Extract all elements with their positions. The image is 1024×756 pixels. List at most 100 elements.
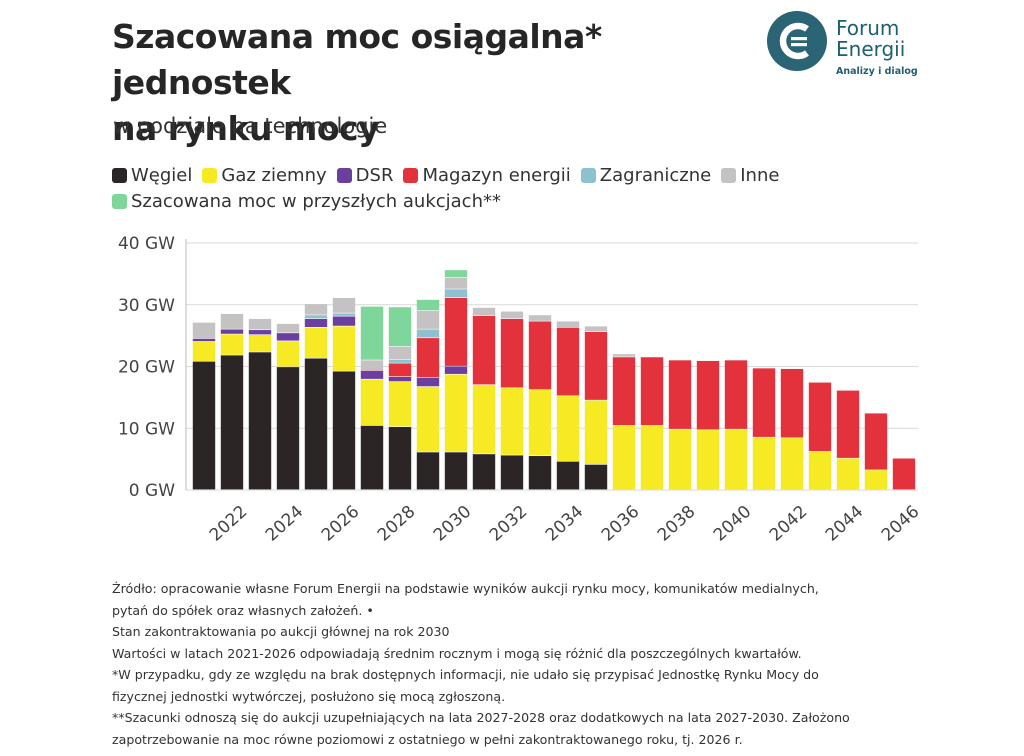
bar-segment-2026-4 bbox=[332, 313, 356, 316]
chart-title-line-1: Szacowana moc osiągalna* jednostek bbox=[112, 17, 602, 102]
bar-segment-2038-1 bbox=[668, 429, 692, 490]
bar-segment-2021-2 bbox=[192, 338, 216, 342]
bar-stack-2045 bbox=[864, 413, 888, 490]
bar-segment-2046-3 bbox=[892, 458, 916, 490]
bar-stack-2046 bbox=[892, 458, 916, 490]
bar-segment-2027-0 bbox=[360, 425, 384, 490]
legend-row-1: Węgiel Gaz ziemny DSR Magazyn energii Za… bbox=[112, 162, 832, 188]
bar-stack-2035 bbox=[584, 326, 608, 490]
bar-segment-2028-4 bbox=[388, 359, 412, 363]
bar-segment-2041-1 bbox=[752, 437, 776, 490]
x-tick-label: 2034 bbox=[542, 502, 588, 546]
bar-segment-2034-1 bbox=[556, 396, 580, 461]
legend-item-magazyn-energii: Magazyn energii bbox=[403, 165, 571, 186]
note-source-line-2: pytań do spółek oraz własnych założeń. • bbox=[112, 602, 374, 618]
chart-subtitle: w podziale na technologie bbox=[113, 114, 388, 138]
bar-segment-2025-1 bbox=[304, 327, 328, 358]
bar-segment-2029-4 bbox=[416, 329, 440, 338]
bar-stack-2024 bbox=[276, 323, 300, 490]
bar-segment-2040-1 bbox=[724, 429, 748, 490]
bar-segment-2023-0 bbox=[248, 352, 272, 490]
bar-segment-2022-0 bbox=[220, 355, 244, 490]
legend-row-2: Szacowana moc w przyszłych aukcjach** bbox=[112, 188, 832, 214]
chart-title: Szacowana moc osiągalna* jednostek na ry… bbox=[112, 14, 752, 152]
bar-segment-2027-2 bbox=[360, 370, 384, 379]
bar-segment-2037-3 bbox=[640, 357, 664, 426]
bar-segment-2032-5 bbox=[500, 311, 524, 319]
bar-stack-2041 bbox=[752, 368, 776, 490]
x-tick-label: 2026 bbox=[318, 502, 364, 546]
bar-segment-2028-2 bbox=[388, 376, 412, 382]
x-tick-label: 2044 bbox=[822, 502, 868, 546]
bar-segment-2025-4 bbox=[304, 315, 328, 319]
bar-segment-2025-2 bbox=[304, 318, 328, 327]
bar-segment-2043-3 bbox=[808, 382, 832, 452]
legend-label-dsr: DSR bbox=[355, 164, 394, 186]
chart-legend: Węgiel Gaz ziemny DSR Magazyn energii Za… bbox=[112, 162, 832, 214]
logo-tagline: Analizy i dialog bbox=[836, 66, 918, 77]
bar-segment-2030-0 bbox=[444, 452, 468, 490]
x-tick-label: 2028 bbox=[374, 502, 420, 546]
bar-segment-2026-1 bbox=[332, 326, 356, 371]
bar-segment-2027-6 bbox=[360, 306, 384, 360]
note-double-asterisk-line-1: **Szacunki odnoszą się do aukcji uzupełn… bbox=[112, 710, 850, 725]
bar-segment-2033-0 bbox=[528, 456, 552, 490]
chart-title-line-2: na rynku mocy bbox=[112, 109, 380, 148]
bar-segment-2042-1 bbox=[780, 438, 804, 490]
bar-segment-2029-1 bbox=[416, 386, 440, 452]
bar-segment-2045-3 bbox=[864, 413, 888, 470]
legend-item-zagraniczne: Zagraniczne bbox=[580, 165, 711, 186]
bar-segment-2032-0 bbox=[500, 455, 524, 490]
forum-energii-logo: Forum Energii Analizy i dialog bbox=[766, 8, 926, 86]
legend-label-inne: Inne bbox=[740, 164, 780, 186]
bar-segment-2029-2 bbox=[416, 377, 440, 387]
bar-segment-2027-1 bbox=[360, 379, 384, 426]
bar-segment-2030-5 bbox=[444, 277, 468, 289]
bar-segment-2036-1 bbox=[612, 425, 636, 490]
legend-item-szacowana-moc: Szacowana moc w przyszłych aukcjach** bbox=[112, 191, 501, 212]
bar-stack-2032 bbox=[500, 311, 524, 490]
bar-segment-2028-3 bbox=[388, 363, 412, 377]
bar-segment-2030-2 bbox=[444, 366, 468, 374]
bar-segment-2029-5 bbox=[416, 310, 440, 329]
bar-segment-2030-4 bbox=[444, 289, 468, 298]
bar-segment-2035-5 bbox=[584, 326, 608, 332]
bar-stack-2037 bbox=[640, 357, 664, 490]
bar-stack-2026 bbox=[332, 297, 356, 490]
bar-segment-2035-1 bbox=[584, 400, 608, 465]
chart-notes: Źródło: opracowanie własne Forum Energii… bbox=[112, 578, 932, 750]
bar-segment-2028-5 bbox=[388, 346, 412, 360]
note-asterisk-line-2: fizycznej jednostki wytwórczej, posłużon… bbox=[112, 688, 506, 704]
bar-stack-2031 bbox=[472, 307, 496, 490]
bar-stacks bbox=[192, 270, 916, 490]
bar-segment-2024-5 bbox=[276, 323, 300, 333]
bar-segment-2039-1 bbox=[696, 430, 720, 490]
legend-swatch-szacowana-moc bbox=[112, 193, 127, 209]
bar-segment-2038-3 bbox=[668, 360, 692, 429]
bar-segment-2031-1 bbox=[472, 385, 496, 454]
bar-segment-2043-1 bbox=[808, 451, 832, 490]
bar-segment-2036-5 bbox=[612, 354, 636, 357]
stacked-bar-chart: 0 GW 10 GW 20 GW 30 GW 40 GW 2022 2024 2026 2028… bbox=[118, 234, 924, 546]
bar-segment-2023-2 bbox=[248, 330, 272, 335]
note-source-line-1: Źródło: opracowanie własne Forum Energii… bbox=[112, 581, 819, 596]
bar-segment-2021-1 bbox=[192, 341, 216, 361]
bar-segment-2033-3 bbox=[528, 321, 552, 390]
bar-stack-2022 bbox=[220, 314, 244, 490]
bar-stack-2030 bbox=[444, 270, 468, 490]
bar-segment-2023-1 bbox=[248, 335, 272, 352]
bar-stack-2034 bbox=[556, 321, 580, 490]
x-tick-label: 2046 bbox=[878, 502, 924, 546]
bar-segment-2024-0 bbox=[276, 367, 300, 490]
bar-segment-2033-1 bbox=[528, 389, 552, 456]
bar-segment-2024-1 bbox=[276, 341, 300, 367]
legend-item-gaz-ziemny: Gaz ziemny bbox=[202, 165, 327, 186]
note-double-asterisk-line-2: zapotrzebowanie na moc równe poziomowi z… bbox=[112, 731, 743, 747]
legend-swatch-inne bbox=[721, 167, 737, 183]
y-tick-label: 10 GW bbox=[118, 419, 175, 439]
bar-segment-2031-5 bbox=[472, 307, 496, 316]
legend-item-dsr: DSR bbox=[336, 164, 394, 186]
bar-segment-2030-1 bbox=[444, 374, 468, 452]
bar-stack-2033 bbox=[528, 315, 552, 490]
bar-stack-2025 bbox=[304, 304, 328, 490]
